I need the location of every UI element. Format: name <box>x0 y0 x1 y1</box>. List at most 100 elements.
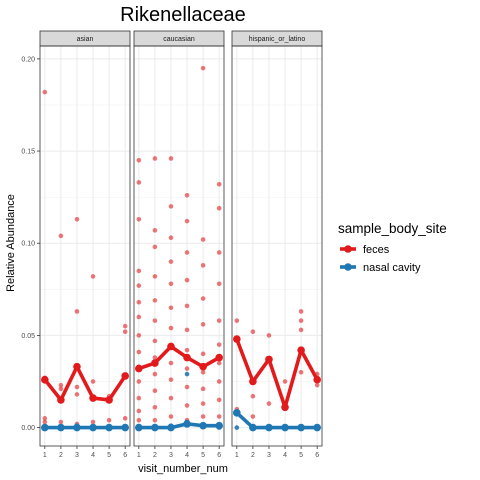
data-point-feces <box>74 392 80 397</box>
series-marker-feces <box>121 372 129 380</box>
data-point-feces <box>200 401 206 406</box>
data-point-feces <box>216 342 222 347</box>
data-point-feces <box>152 388 158 394</box>
data-point-feces <box>250 414 256 419</box>
data-point-feces <box>168 281 174 287</box>
data-point-feces <box>136 299 142 305</box>
data-point-feces <box>136 180 142 185</box>
data-point-feces <box>200 237 206 242</box>
series-marker-feces <box>199 362 207 371</box>
data-point-feces <box>122 416 128 421</box>
x-tick-label: 4 <box>185 452 189 459</box>
data-point-feces <box>184 303 190 309</box>
series-marker-nasal-cavity <box>57 423 65 432</box>
panel-background <box>134 46 224 446</box>
x-tick-label: 5 <box>299 452 303 459</box>
series-marker-feces <box>281 403 289 412</box>
data-point-feces <box>136 314 142 320</box>
y-tick-label: 0.10 <box>21 241 35 248</box>
data-point-feces <box>74 384 80 390</box>
data-point-feces <box>184 366 190 371</box>
data-point-feces <box>42 419 48 425</box>
data-point-feces <box>152 371 158 377</box>
data-point-feces <box>122 329 128 335</box>
series-marker-feces <box>41 375 49 384</box>
data-point-feces <box>184 218 190 224</box>
data-point-feces <box>216 379 222 384</box>
data-point-feces <box>216 281 222 287</box>
data-point-feces <box>74 309 80 314</box>
data-point-feces <box>200 322 206 327</box>
legend-key-marker <box>344 263 352 271</box>
data-point-feces <box>168 360 174 366</box>
data-point-feces <box>136 157 142 163</box>
panel-border <box>133 45 225 447</box>
data-point-feces <box>168 204 174 209</box>
facet-strip-label: hispanic_or_latino <box>249 36 306 43</box>
y-axis-title: Relative Abundance <box>5 194 17 292</box>
data-point-feces <box>152 318 158 323</box>
x-tick-label: 5 <box>107 452 111 459</box>
data-point-feces <box>200 351 206 357</box>
x-tick-label: 2 <box>251 452 255 459</box>
panel-border <box>39 45 131 447</box>
series-marker-feces <box>249 377 257 386</box>
data-point-feces <box>58 419 64 425</box>
data-point-feces <box>216 414 222 419</box>
data-point-feces <box>216 360 222 366</box>
data-point-feces <box>168 305 174 311</box>
data-point-feces <box>136 417 142 423</box>
data-point-feces <box>250 393 256 399</box>
data-point-feces <box>184 193 190 198</box>
data-point-feces <box>152 298 158 303</box>
data-point-feces <box>136 333 142 338</box>
chart-title: Rikenellaceae <box>120 4 246 26</box>
series-marker-feces <box>297 346 305 354</box>
x-tick-label: 3 <box>75 452 79 459</box>
data-point-feces <box>234 318 240 323</box>
data-point-feces <box>136 408 142 414</box>
data-point-feces <box>184 327 190 333</box>
data-point-feces <box>168 395 174 401</box>
series-marker-nasal-cavity <box>183 420 191 428</box>
series-marker-nasal-cavity <box>121 423 129 432</box>
x-tick-label: 1 <box>235 452 239 459</box>
data-point-feces <box>216 318 222 323</box>
x-tick-label: 2 <box>153 452 157 459</box>
y-tick-label: 0.20 <box>21 56 35 63</box>
data-point-feces <box>200 386 206 392</box>
series-marker-nasal-cavity <box>105 423 113 432</box>
facet-panel-caucasian: caucasian 1 2 3 4 5 6 <box>133 30 225 459</box>
series-marker-feces <box>151 359 159 367</box>
x-tick-label: 1 <box>43 452 47 459</box>
series-marker-nasal-cavity <box>41 423 49 432</box>
data-point-feces <box>90 274 96 279</box>
data-point-feces <box>136 216 142 222</box>
series-marker-feces <box>57 396 65 404</box>
data-point-feces <box>184 347 190 353</box>
data-point-feces <box>168 235 174 241</box>
data-point-feces <box>168 325 174 331</box>
data-point-feces <box>184 250 190 255</box>
x-tick-label: 3 <box>267 452 271 459</box>
series-marker-nasal-cavity <box>89 423 97 432</box>
series-marker-nasal-cavity <box>135 423 143 432</box>
legend-item-nasal-cavity: nasal cavity <box>340 262 421 274</box>
data-point-feces <box>152 244 158 250</box>
data-point-feces <box>42 89 48 95</box>
x-tick-label: 4 <box>283 452 287 459</box>
data-point-feces <box>298 327 304 333</box>
data-point-feces <box>152 355 158 360</box>
series-marker-nasal-cavity <box>313 423 321 432</box>
legend-label: feces <box>363 244 390 256</box>
data-point-feces <box>152 228 158 233</box>
data-point-feces <box>122 323 128 329</box>
data-point-feces <box>168 414 174 419</box>
legend-items: feces nasal cavity <box>340 244 421 274</box>
x-tick-label: 3 <box>169 452 173 459</box>
series-marker-feces <box>183 353 191 362</box>
data-point-feces <box>136 379 142 384</box>
data-point-feces <box>168 377 174 382</box>
data-point-feces <box>250 329 256 335</box>
